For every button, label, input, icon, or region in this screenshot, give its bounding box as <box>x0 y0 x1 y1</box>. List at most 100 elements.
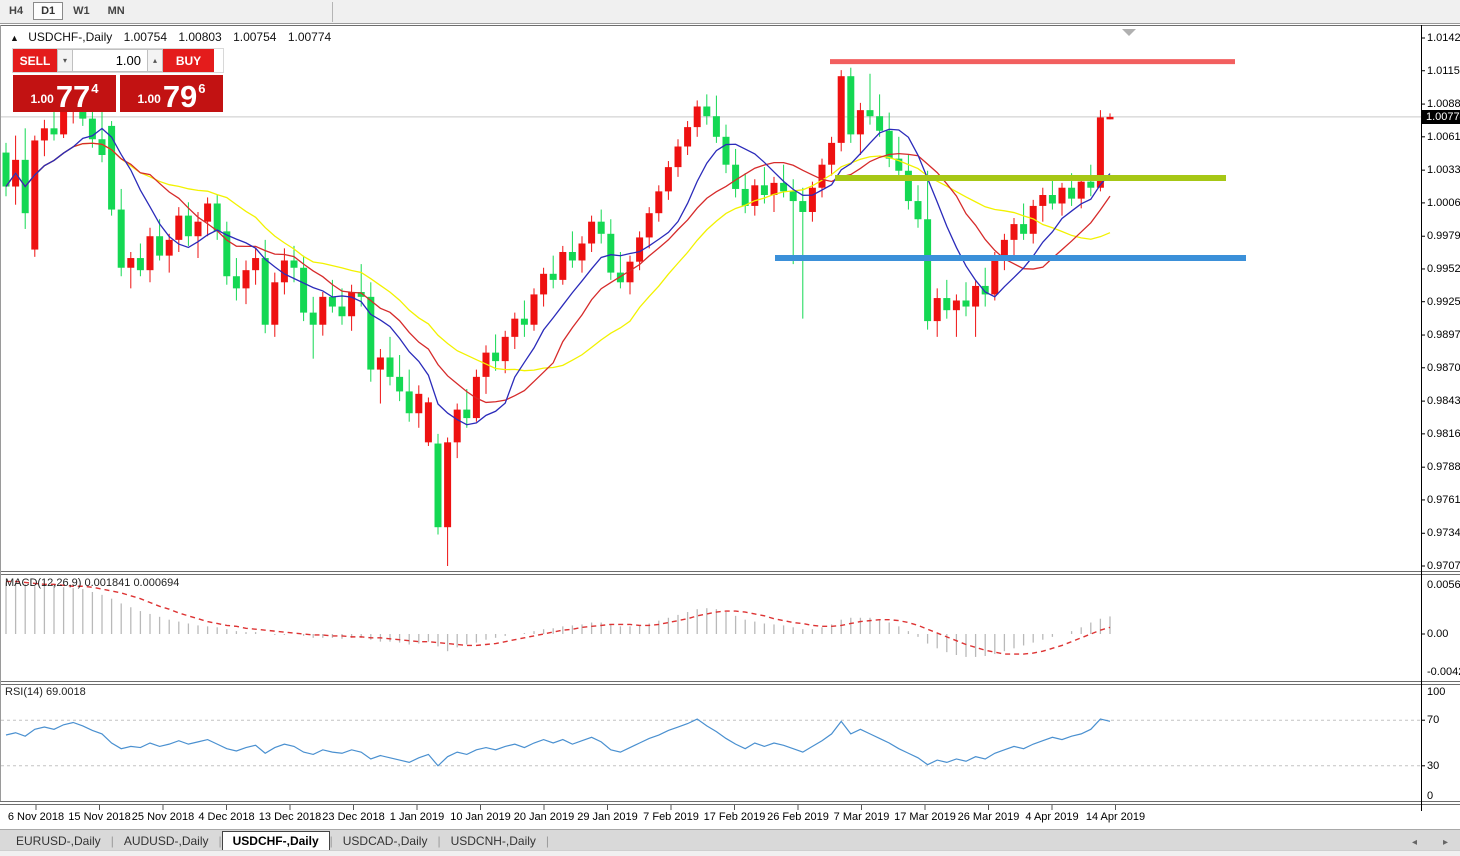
date-axis-label: 4 Apr 2019 <box>1025 811 1079 823</box>
rsi-line <box>5 718 1111 767</box>
price-axis-label: 1.00065 <box>1427 196 1460 209</box>
timeframe-toolbar: H4 D1 W1 MN <box>0 0 1460 24</box>
moving-average-mid <box>5 142 1111 404</box>
trade-panel-controls: SELL ▾ ▴ BUY <box>13 49 223 72</box>
buy-button[interactable]: BUY <box>163 49 214 72</box>
price-axis-label: 0.98705 <box>1427 361 1460 374</box>
macd-signal-value: 0.000694 <box>133 577 180 589</box>
price-axis-label: 0.97885 <box>1427 461 1460 474</box>
rsi-axis-70: 70 <box>1427 714 1440 727</box>
rsi-value: 69.0018 <box>45 686 86 698</box>
date-axis-label: 1 Jan 2019 <box>389 811 445 823</box>
macd-axis-min: -0.004226 <box>1427 666 1460 679</box>
chart-tab-bar: EURUSD-,Daily | AUDUSD-,Daily | USDCHF-,Dail… <box>0 829 1460 851</box>
timeframe-button-mn[interactable]: MN <box>107 5 125 17</box>
rsi-axis-100: 100 <box>1427 686 1446 698</box>
date-axis-label: 7 Mar 2019 <box>833 811 890 823</box>
timeframe-button-h4[interactable]: H4 <box>9 5 24 17</box>
date-axis-label: 25 Nov 2018 <box>131 811 195 823</box>
sell-button[interactable]: SELL <box>13 49 57 72</box>
chart-tab-usdcad[interactable]: USDCAD-,Daily <box>342 834 428 848</box>
volume-decrease-button[interactable]: ▾ <box>57 49 73 72</box>
date-axis-label: 14 Apr 2019 <box>1085 811 1146 823</box>
one-click-trading-panel: SELL ▾ ▴ BUY 1.00 77 4 1.00 79 6 <box>13 49 223 112</box>
trade-panel-quotes: 1.00 77 4 1.00 79 6 <box>13 75 223 112</box>
date-axis-label: 6 Nov 2018 <box>7 811 65 823</box>
tab-separator: | <box>218 834 222 848</box>
macd-signal-line <box>6 580 1111 655</box>
tab-separator: | <box>329 834 333 848</box>
date-axis-label: 26 Mar 2019 <box>957 811 1020 823</box>
toolbar-separator <box>332 2 333 22</box>
date-axis-label: 23 Dec 2018 <box>322 811 385 823</box>
price-axis-label: 1.00335 <box>1427 164 1460 177</box>
volume-increase-button[interactable]: ▴ <box>147 49 163 72</box>
tab-scroll-left-icon[interactable]: ◂ <box>1411 837 1417 848</box>
tab-separator: | <box>437 834 441 848</box>
collapse-one-click-icon[interactable]: ▲ <box>10 33 19 43</box>
macd-axis-max: 0.005602 <box>1427 578 1460 591</box>
price-axis-label: 1.01155 <box>1427 64 1460 77</box>
volume-input[interactable] <box>73 49 147 72</box>
chart-shift-marker-icon[interactable] <box>1122 29 1136 36</box>
buy-price-prefix: 1.00 <box>137 92 161 106</box>
date-axis-label: 15 Nov 2018 <box>68 811 131 823</box>
sell-price-pip: 4 <box>91 81 99 96</box>
candles <box>2 67 1114 567</box>
ohlc-open: 1.00754 <box>123 30 167 44</box>
moving-average-fast <box>5 127 1111 426</box>
price-axis-label: 1.01425 <box>1427 32 1460 44</box>
macd-main-value: 0.001841 <box>84 577 131 589</box>
macd-histogram <box>5 582 1111 657</box>
date-axis-label: 10 Jan 2019 <box>450 811 511 823</box>
chevron-down-icon: ▾ <box>62 56 67 65</box>
date-axis-label: 17 Feb 2019 <box>703 811 766 823</box>
date-axis-label: 13 Dec 2018 <box>258 811 322 823</box>
price-axis-label: 1.00880 <box>1427 98 1460 111</box>
date-axis-label: 29 Jan 2019 <box>577 811 638 823</box>
date-axis-label: 7 Feb 2019 <box>643 811 699 823</box>
chevron-up-icon: ▴ <box>152 56 157 65</box>
rsi-axis-30: 30 <box>1427 759 1440 772</box>
rsi-label: RSI(14) 69.0018 <box>5 686 86 698</box>
status-bar <box>0 850 1460 856</box>
chart-tab-usdcnh[interactable]: USDCNH-,Daily <box>450 834 536 848</box>
price-axis-label: 1.00610 <box>1427 130 1460 143</box>
date-axis-label: 4 Dec 2018 <box>198 811 255 823</box>
tab-separator: | <box>545 834 550 848</box>
sell-price-big: 77 <box>55 79 91 114</box>
sell-quote-button[interactable]: 1.00 77 4 <box>13 75 116 112</box>
macd-label: MACD(12,26,9) 0.001841 0.000694 <box>5 577 180 589</box>
chart-tab-eurusd[interactable]: EURUSD-,Daily <box>16 834 101 848</box>
chart-tab-usdchf[interactable]: USDCHF-,Daily <box>221 831 330 851</box>
current-price-tag: 1.00774 <box>1422 109 1460 124</box>
buy-quote-button[interactable]: 1.00 79 6 <box>120 75 223 112</box>
timeframe-button-w1[interactable]: W1 <box>73 5 90 17</box>
chart-tab-audusd[interactable]: AUDUSD-,Daily <box>123 834 209 848</box>
buy-price-big: 79 <box>162 79 198 114</box>
date-axis-label: 20 Jan 2019 <box>513 811 575 823</box>
macd-axis-zero: 0.00 <box>1427 628 1449 640</box>
chart-symbol-label: USDCHF-,Daily <box>28 30 113 44</box>
rsi-axis-0: 0 <box>1427 790 1434 802</box>
sell-price-prefix: 1.00 <box>30 92 54 106</box>
tab-scroll-right-icon[interactable]: ▸ <box>1442 837 1448 848</box>
price-axis-label: 0.97615 <box>1427 493 1460 506</box>
chart-title: ▲ USDCHF-,Daily 1.00754 1.00803 1.00754 … <box>10 30 331 44</box>
ohlc-close: 1.00774 <box>287 30 332 44</box>
date-axis-label: 17 Mar 2019 <box>894 811 956 823</box>
ohlc-high: 1.00803 <box>178 30 222 44</box>
timeframe-button-d1[interactable]: D1 <box>33 2 64 20</box>
date-axis-label: 26 Feb 2019 <box>767 811 829 823</box>
price-axis-label: 0.98975 <box>1427 329 1460 342</box>
tab-scroll-arrows: ◂ ▸ <box>1412 837 1448 848</box>
buy-price-pip: 6 <box>198 81 206 96</box>
tab-separator: | <box>110 834 114 848</box>
